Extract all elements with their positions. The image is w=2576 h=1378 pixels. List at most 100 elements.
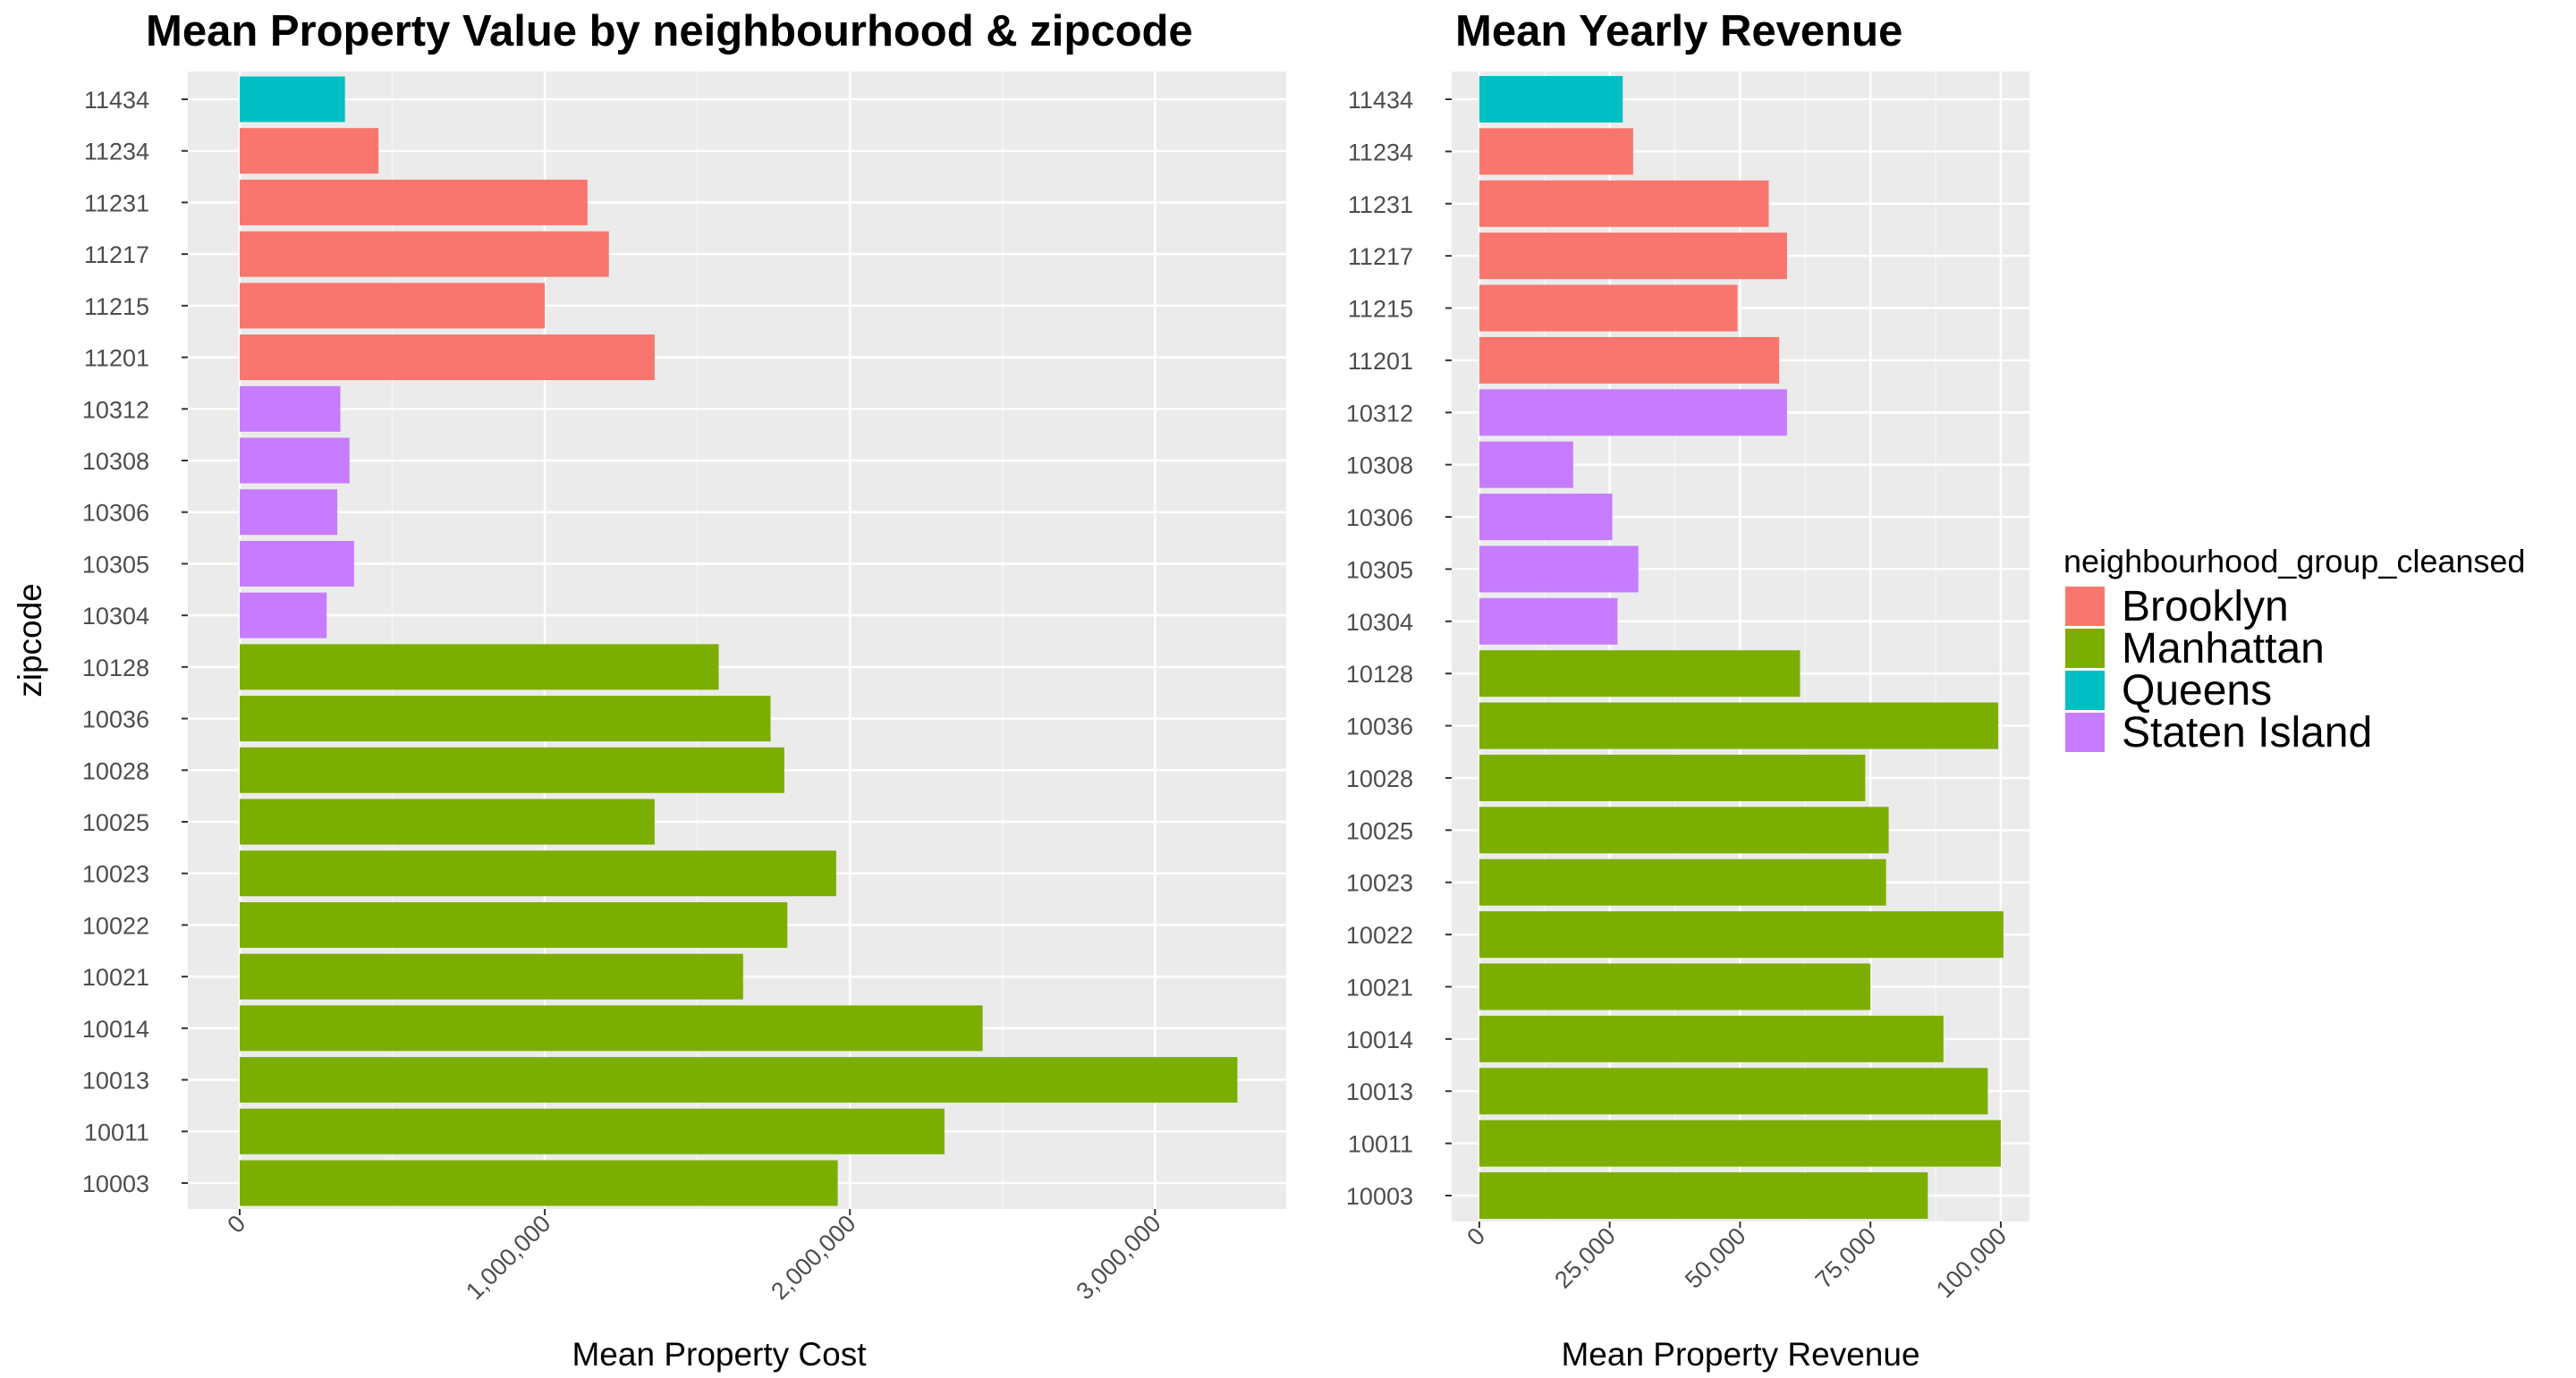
bar [239,1057,1238,1103]
legend-title: neighbourhood_group_cleansed [2063,543,2525,579]
bar [239,592,327,638]
bar [1479,1015,1944,1062]
y-tick-label: 10013 [82,1068,149,1095]
bar [239,799,655,845]
bar [1479,754,1866,801]
y-tick-label: 10003 [1346,1183,1413,1210]
bar [239,540,354,587]
y-axis-ticks: 11434 11234 11231 11217 11215 11201 10312 10308… [1346,87,1452,1210]
y-tick-label: 10028 [82,757,149,784]
y-tick-label: 10306 [82,500,149,527]
x-tick-label: 3,000,000 [1071,1210,1165,1305]
y-tick-label: 11201 [84,345,149,372]
bar [1479,702,1999,749]
bar [239,1005,983,1052]
y-tick-label: 10022 [1346,922,1413,949]
y-tick-label: 10022 [82,912,149,939]
x-tick-label: 25,000 [1549,1222,1621,1294]
legend-swatch [2065,629,2105,668]
bar [1479,441,1573,488]
y-tick-label: 11231 [84,190,149,216]
x-tick-label: 0 [222,1210,250,1239]
y-tick-label: 10312 [1346,400,1413,427]
bar [1479,232,1787,280]
y-tick-label: 10025 [82,809,149,836]
bars [1479,76,2004,1220]
y-tick-label: 10011 [1348,1131,1413,1158]
y-tick-label: 10308 [82,448,149,475]
y-tick-label: 11215 [1348,296,1413,323]
y-tick-label: 10036 [1346,714,1413,740]
bar [239,437,350,484]
legend-swatch [2065,587,2105,626]
y-tick-label: 11215 [84,293,149,320]
y-tick-label: 10021 [82,964,149,991]
chart-yearly-revenue: Mean Yearly Revenue 11434 11234 11231 11217… [1346,7,2029,1373]
bar [1479,858,1886,906]
bar [1479,807,1889,854]
bar [239,231,609,277]
y-tick-label: 10028 [1346,765,1413,792]
bar [1479,650,1801,697]
x-axis-ticks: 0 1,000,000 2,000,000 3,000,000 [222,1209,1166,1305]
legend-label: Staten Island [2122,709,2372,757]
x-axis-ticks: 0 25,000 50,000 75,000 100,000 [1462,1222,2012,1303]
bar [239,1160,838,1206]
x-axis-title: Mean Property Revenue [1561,1336,1919,1373]
legend-label: Queens [2122,667,2272,714]
x-tick-label: 50,000 [1680,1222,1751,1294]
y-tick-label: 10021 [1346,974,1413,1001]
chart-title: Mean Property Value by neighbourhood & z… [146,7,1193,55]
y-axis-title: zipcode [12,583,48,697]
legend-swatch [2065,671,2105,710]
y-tick-label: 10304 [1346,609,1413,636]
bar [239,128,379,174]
y-axis-ticks: 11434 11234 11231 11217 11215 11201 10312 10308… [82,87,188,1197]
bar [239,489,338,536]
chart-title: Mean Yearly Revenue [1455,7,1902,55]
y-tick-label: 11231 [1348,191,1413,218]
y-tick-label: 10036 [82,706,149,733]
legend: neighbourhood_group_cleansed BrooklynMan… [2063,543,2525,757]
y-tick-label: 10128 [82,655,149,681]
bar [239,385,341,432]
y-tick-label: 11234 [1348,139,1413,165]
bar [239,901,788,948]
y-tick-label: 11434 [84,87,149,114]
bar [1479,389,1787,436]
y-tick-label: 10013 [1346,1078,1413,1105]
legend-label: Brooklyn [2122,583,2289,630]
bar [239,696,771,742]
bar [1479,1172,1928,1220]
bar [1479,494,1613,541]
bar [239,179,588,225]
y-tick-label: 11217 [1348,243,1413,270]
y-tick-label: 10305 [82,551,149,578]
bar [1479,597,1618,645]
y-tick-label: 10023 [82,861,149,888]
bar [239,283,546,329]
y-tick-label: 11234 [84,139,149,165]
chart-property-value: Mean Property Value by neighbourhood & z… [12,7,1286,1373]
bar [1479,1068,1988,1115]
bar [1479,284,1738,332]
y-tick-label: 10014 [1346,1027,1413,1053]
x-axis-title: Mean Property Cost [572,1336,867,1373]
x-tick-label: 100,000 [1931,1222,2012,1303]
bar [239,76,345,123]
x-tick-label: 2,000,000 [766,1210,860,1305]
bar [239,1108,945,1154]
bar [239,953,743,1000]
x-tick-label: 0 [1462,1222,1490,1251]
bar [1479,336,1780,384]
bar [1479,545,1639,593]
y-tick-label: 10304 [82,603,149,630]
y-tick-label: 10308 [1346,452,1413,479]
bar [1479,76,1623,123]
legend-swatch [2065,713,2105,752]
y-tick-label: 11201 [1348,348,1413,375]
y-tick-label: 10128 [1346,661,1413,688]
bar [239,850,836,897]
